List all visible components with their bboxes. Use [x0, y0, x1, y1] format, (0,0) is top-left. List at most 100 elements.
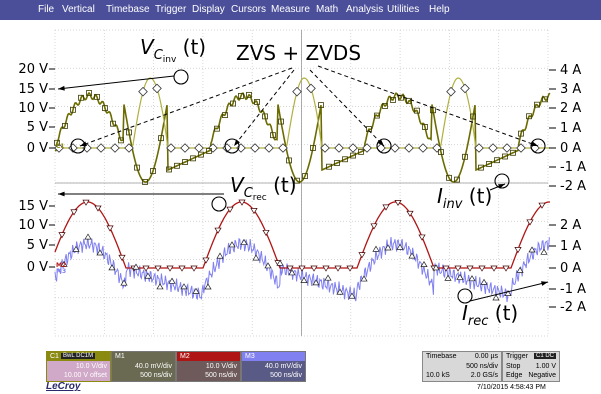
menu-item-utilities[interactable]: Utilities — [387, 4, 420, 15]
iinv-marker — [294, 177, 300, 184]
irec-marker — [408, 252, 416, 259]
highlight-circle — [376, 138, 392, 154]
left-axis-label: 0 V — [27, 260, 48, 275]
iinv-marker — [390, 97, 396, 103]
arrow-zvs-1 — [79, 67, 293, 147]
iinv-marker — [262, 113, 268, 120]
irec-marker — [264, 262, 272, 269]
vcrec-marker — [94, 205, 102, 212]
vcinv-marker — [348, 143, 358, 153]
timebase-box[interactable]: Timebase 0.00 µs 500 ns/div 10.0 kS 2.0 … — [422, 351, 502, 382]
iinv-marker — [110, 120, 116, 127]
menu-item-file[interactable]: File — [38, 4, 55, 15]
vcrec-marker — [514, 247, 522, 254]
iinv-marker — [270, 132, 276, 139]
menu-item-analysis[interactable]: Analysis — [346, 4, 384, 15]
highlight-circle — [457, 288, 473, 304]
vcrec-marker — [82, 199, 90, 206]
menu-item-display[interactable]: Display — [192, 4, 225, 15]
trace-vcrec — [54, 201, 550, 269]
channel-m3-box[interactable]: M3 40.0 mV/div 500 ns/div — [241, 351, 306, 382]
irec-marker — [72, 245, 80, 252]
vcinv-marker — [418, 143, 428, 153]
irec-marker — [420, 260, 428, 268]
vcrec-marker — [394, 199, 402, 207]
vcrec-marker — [118, 254, 126, 261]
iinv-marker — [286, 157, 292, 164]
iinv-marker — [150, 168, 156, 174]
menu-item-cursors[interactable]: Cursors — [231, 4, 267, 15]
vcinv-marker — [110, 143, 120, 153]
trigger-type: Edge — [506, 372, 523, 379]
iinv-marker — [366, 126, 372, 132]
iinv-marker — [230, 100, 236, 107]
channel-c1-box[interactable]: C1 BwL DC1M 10.0 V/div 10.00 V offset — [46, 351, 111, 382]
iinv-marker — [134, 164, 140, 171]
channel-marker: C1 — [56, 143, 65, 150]
vcinv-marker — [138, 86, 148, 97]
vcinv-marker — [432, 143, 442, 153]
vcrec-marker — [418, 234, 426, 241]
vcinv-marker — [208, 143, 218, 153]
traces — [54, 77, 551, 303]
vcinv-marker — [292, 86, 302, 97]
vcrec-marker — [262, 229, 270, 236]
vcrec-marker — [166, 265, 174, 272]
vcinv-marker — [96, 143, 106, 153]
irec-marker — [396, 243, 404, 250]
left-axis-label: 10 V — [18, 101, 48, 116]
menu-item-trigger[interactable]: Trigger — [155, 4, 187, 15]
irec-marker — [300, 276, 308, 283]
irec-marker — [60, 260, 68, 267]
iinv-marker — [190, 155, 196, 162]
left-axis-label: 0 V — [27, 141, 48, 156]
menu-item-help[interactable]: Help — [429, 4, 450, 15]
vcrec-marker — [454, 265, 462, 272]
menu-bar: File Vertical Timebase Trigger Display Cursor… — [0, 0, 601, 20]
vcrec-marker — [334, 265, 342, 272]
highlight-circle — [70, 138, 86, 154]
irec-marker — [468, 275, 476, 282]
c1-badge: BwL DC1M — [61, 353, 96, 359]
graticule — [54, 29, 549, 337]
iinv-marker — [222, 112, 228, 119]
iinv-marker — [470, 113, 476, 120]
vcinv-marker — [404, 143, 414, 153]
menu-item-vertical[interactable]: Vertical — [62, 4, 95, 15]
iinv-marker — [310, 145, 316, 151]
vcrec-marker — [382, 204, 390, 211]
iinv-marker — [374, 112, 380, 119]
vcinv-marker — [166, 143, 176, 153]
menu-item-measure[interactable]: Measure — [271, 4, 310, 15]
left-axis-label: 20 V — [18, 62, 48, 77]
channel-m2-box[interactable]: M2 10.0 V/div 500 ns/div — [176, 351, 241, 382]
iinv-marker — [166, 166, 172, 173]
channel-m1-box[interactable]: M1 40.0 mV/div 500 ns/div — [111, 351, 176, 382]
vcinv-marker — [362, 143, 372, 153]
vcrec-marker — [346, 265, 354, 272]
arrow-vcrec-head — [58, 191, 65, 197]
vcinv-marker — [180, 143, 190, 153]
iinv-marker — [326, 163, 332, 170]
iinv-marker — [358, 148, 364, 155]
menu-item-timebase[interactable]: Timebase — [106, 4, 150, 15]
irec-marker — [204, 283, 212, 290]
iinv-marker — [446, 174, 452, 181]
iinv-marker — [542, 96, 548, 103]
irec-marker — [516, 266, 524, 273]
c1-label: C1 — [50, 353, 59, 360]
vcinv-marker — [376, 143, 386, 153]
left-axis-label: 15 V — [18, 199, 48, 214]
vcrec-marker — [490, 265, 498, 272]
iinv-marker — [534, 101, 540, 108]
irec-marker — [528, 246, 536, 253]
trigger-box[interactable]: Trigger C1 DC Stop 1.00 V Edge Negative — [502, 351, 560, 382]
trace-vcinv — [55, 77, 550, 149]
arrow-irec-head — [541, 281, 548, 286]
menu-item-math[interactable]: Math — [316, 4, 339, 15]
iinv-marker — [342, 156, 348, 163]
vcinv-marker — [320, 143, 330, 153]
channel-marker: M2 — [56, 262, 66, 269]
vcrec-marker — [526, 219, 534, 226]
trigger-label: Trigger — [506, 353, 528, 360]
